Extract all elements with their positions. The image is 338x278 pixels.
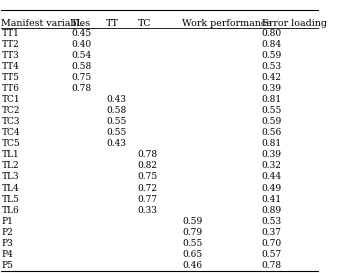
Text: 0.78: 0.78 [71, 84, 91, 93]
Text: 0.44: 0.44 [262, 173, 282, 182]
Text: 0.75: 0.75 [138, 173, 158, 182]
Text: 0.56: 0.56 [262, 128, 282, 137]
Text: 0.80: 0.80 [262, 29, 282, 38]
Text: TL1: TL1 [1, 150, 19, 159]
Text: 0.78: 0.78 [138, 150, 158, 159]
Text: TT2: TT2 [1, 40, 19, 49]
Text: 0.42: 0.42 [262, 73, 282, 82]
Text: TT3: TT3 [1, 51, 19, 60]
Text: 0.43: 0.43 [106, 95, 126, 104]
Text: 0.46: 0.46 [182, 261, 202, 270]
Text: 0.75: 0.75 [71, 73, 92, 82]
Text: TC3: TC3 [1, 117, 20, 126]
Text: 0.37: 0.37 [262, 228, 282, 237]
Text: TL6: TL6 [1, 206, 19, 215]
Text: 0.41: 0.41 [262, 195, 282, 204]
Text: 0.89: 0.89 [262, 206, 282, 215]
Text: 0.53: 0.53 [262, 62, 282, 71]
Text: TC2: TC2 [1, 106, 20, 115]
Text: 0.77: 0.77 [138, 195, 158, 204]
Text: TL2: TL2 [1, 162, 19, 170]
Text: 0.55: 0.55 [106, 128, 126, 137]
Text: 0.43: 0.43 [106, 139, 126, 148]
Text: 0.72: 0.72 [138, 183, 158, 193]
Text: 0.84: 0.84 [262, 40, 282, 49]
Text: TT: TT [106, 19, 119, 28]
Text: 0.55: 0.55 [262, 106, 282, 115]
Text: TT5: TT5 [1, 73, 19, 82]
Text: TT1: TT1 [1, 29, 19, 38]
Text: TC4: TC4 [1, 128, 20, 137]
Text: 0.53: 0.53 [262, 217, 282, 226]
Text: TL4: TL4 [1, 183, 19, 193]
Text: 0.58: 0.58 [106, 106, 126, 115]
Text: TL: TL [71, 19, 84, 28]
Text: TT6: TT6 [1, 84, 19, 93]
Text: P2: P2 [1, 228, 13, 237]
Text: 0.65: 0.65 [182, 250, 202, 259]
Text: 0.39: 0.39 [262, 84, 282, 93]
Text: 0.39: 0.39 [262, 150, 282, 159]
Text: 0.45: 0.45 [71, 29, 92, 38]
Text: 0.79: 0.79 [182, 228, 202, 237]
Text: 0.81: 0.81 [262, 95, 282, 104]
Text: TL5: TL5 [1, 195, 19, 204]
Text: Work performance: Work performance [182, 19, 272, 28]
Text: 0.59: 0.59 [262, 117, 282, 126]
Text: 0.59: 0.59 [182, 217, 202, 226]
Text: 0.78: 0.78 [262, 261, 282, 270]
Text: 0.33: 0.33 [138, 206, 158, 215]
Text: TL3: TL3 [1, 173, 19, 182]
Text: 0.55: 0.55 [182, 239, 203, 248]
Text: 0.57: 0.57 [262, 250, 282, 259]
Text: P5: P5 [1, 261, 14, 270]
Text: P1: P1 [1, 217, 13, 226]
Text: TC: TC [138, 19, 151, 28]
Text: P3: P3 [1, 239, 13, 248]
Text: 0.55: 0.55 [106, 117, 126, 126]
Text: 0.81: 0.81 [262, 139, 282, 148]
Text: TC5: TC5 [1, 139, 20, 148]
Text: P4: P4 [1, 250, 13, 259]
Text: TC1: TC1 [1, 95, 20, 104]
Text: 0.49: 0.49 [262, 183, 282, 193]
Text: 0.82: 0.82 [138, 162, 158, 170]
Text: 0.32: 0.32 [262, 162, 282, 170]
Text: 0.59: 0.59 [262, 51, 282, 60]
Text: 0.54: 0.54 [71, 51, 92, 60]
Text: Manifest variables: Manifest variables [1, 19, 91, 28]
Text: 0.70: 0.70 [262, 239, 282, 248]
Text: TT4: TT4 [1, 62, 19, 71]
Text: 0.40: 0.40 [71, 40, 91, 49]
Text: Error loading: Error loading [262, 19, 327, 28]
Text: 0.58: 0.58 [71, 62, 92, 71]
